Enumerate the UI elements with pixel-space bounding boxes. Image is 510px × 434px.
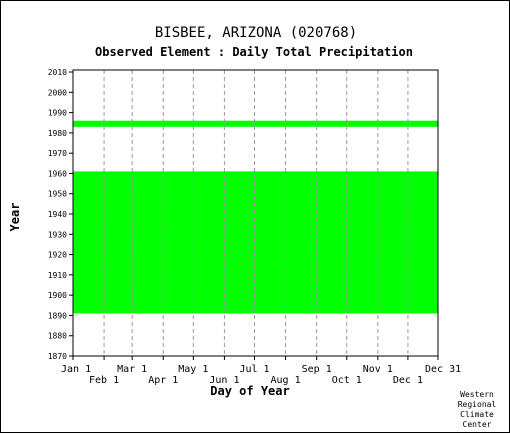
- chart-title: BISBEE, ARIZONA (020768): [154, 25, 358, 41]
- y-tick-label: 1870: [48, 352, 67, 361]
- credit-text: Western Regional Climate Center: [451, 390, 503, 430]
- x-tick-label: Sep 1: [302, 364, 332, 375]
- x-tick-label: Mar 1: [117, 364, 147, 375]
- y-tick-label: 1920: [48, 251, 67, 260]
- x-tick-label: Dec 31: [425, 364, 461, 375]
- y-ticks: 1870 1880 1890 1900 1910 1920 1930 1940 1950 1960…: [48, 68, 73, 361]
- x-tick-label: Jun 1: [209, 375, 239, 386]
- y-tick-label: 2010: [48, 68, 67, 77]
- y-tick-label: 2000: [48, 88, 67, 97]
- y-tick-label: 1960: [48, 169, 67, 178]
- coverage-layer: [73, 120, 438, 314]
- y-tick-label: 1940: [48, 210, 67, 219]
- x-tick-label: Feb 1: [89, 375, 119, 386]
- x-tick-label: Dec 1: [393, 375, 423, 386]
- y-tick-label: 1950: [48, 190, 67, 199]
- credit-line: Regional: [457, 400, 497, 409]
- x-tick-label: Jul 1: [239, 364, 269, 375]
- x-ticks: Jan 1 Mar 1 May 1 Jul 1 Sep 1 Nov 1 Dec 31 Feb …: [61, 356, 461, 386]
- y-tick-label: 1970: [48, 149, 67, 158]
- y-tick-label: 1910: [48, 271, 67, 280]
- plot-border: [72, 69, 439, 357]
- credit-line: Climate: [460, 410, 494, 419]
- x-tick-label: Apr 1: [148, 375, 178, 386]
- y-tick-label: 1890: [48, 311, 67, 320]
- y-tick-label: 1990: [48, 109, 67, 118]
- y-tick-label: 1880: [48, 332, 67, 341]
- credit-line: Western: [460, 390, 494, 399]
- gridlines: [103, 70, 409, 356]
- chart-subtitle: Observed Element : Daily Total Precipita…: [95, 45, 413, 59]
- x-tick-label: Aug 1: [271, 375, 301, 386]
- y-tick-label: 1980: [48, 129, 67, 138]
- credit-line: Center: [462, 420, 492, 429]
- y-tick-label: 1930: [48, 230, 67, 239]
- y-axis-label: Year: [8, 202, 22, 232]
- axes: [72, 69, 439, 357]
- coverage-block: [73, 120, 438, 127]
- x-tick-label: Oct 1: [332, 375, 362, 386]
- y-tick-label: 1900: [48, 291, 67, 300]
- coverage-block: [73, 171, 438, 314]
- x-tick-label: May 1: [178, 364, 208, 375]
- x-tick-label: Nov 1: [363, 364, 393, 375]
- x-tick-label: Jan 1: [61, 364, 91, 375]
- x-axis-label: Day of Year: [210, 384, 290, 398]
